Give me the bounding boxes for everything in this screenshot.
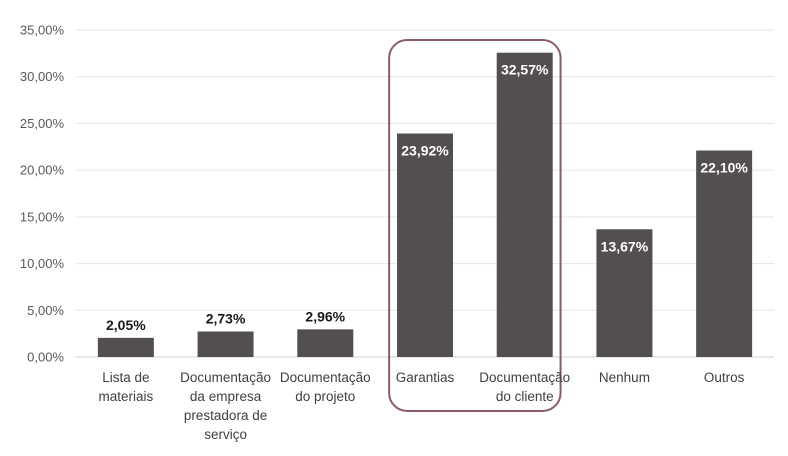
y-tick-label: 15,00% [20, 209, 65, 224]
data-label: 2,73% [206, 310, 246, 326]
y-tick-label: 30,00% [20, 69, 65, 84]
x-tick-label: Garantias [396, 370, 455, 385]
data-label: 23,92% [401, 143, 449, 159]
bar [496, 52, 553, 357]
y-tick-label: 5,00% [27, 303, 64, 318]
data-label: 2,96% [305, 308, 345, 324]
x-tick-label: materiais [98, 389, 153, 404]
bars [97, 52, 753, 357]
bar [297, 329, 354, 357]
x-tick-label: do cliente [496, 389, 554, 404]
bar [696, 150, 753, 357]
x-tick-label: Documentação [180, 370, 271, 385]
x-tick-label: serviço [204, 427, 247, 442]
data-label: 22,10% [700, 160, 748, 176]
bar [397, 133, 453, 357]
y-tick-label: 10,00% [20, 256, 65, 271]
y-tick-label: 0,00% [27, 350, 64, 365]
y-tick-label: 20,00% [20, 163, 65, 178]
x-tick-label: Nenhum [599, 370, 650, 385]
x-tick-label: Lista de [102, 370, 149, 385]
x-tick-label: Documentação [479, 370, 570, 385]
data-label: 2,05% [106, 317, 146, 333]
x-tick-label: Documentação [280, 370, 371, 385]
x-axis-tick-labels: Lista de materiais Documentação da empresa p… [98, 370, 744, 442]
data-label: 32,57% [501, 62, 549, 78]
x-tick-label: Outros [704, 370, 745, 385]
bar [596, 229, 653, 357]
data-label: 13,67% [601, 238, 649, 254]
bar [97, 337, 154, 357]
data-labels: 2,05% 2,73% 2,96% 23,92% 32,57% 13,67% 22,10% [106, 62, 748, 333]
x-tick-label: prestadora de [184, 408, 267, 423]
x-tick-label: da empresa [190, 389, 262, 404]
y-tick-label: 25,00% [20, 116, 65, 131]
bar [197, 331, 254, 357]
y-axis-tick-labels: 0,00% 5,00% 10,00% 15,00% 20,00% 25,00% 30,00%… [20, 23, 65, 365]
x-tick-label: do projeto [295, 389, 355, 404]
highlight-group [388, 39, 562, 412]
highlight-box [388, 39, 562, 412]
y-tick-label: 35,00% [20, 23, 65, 38]
